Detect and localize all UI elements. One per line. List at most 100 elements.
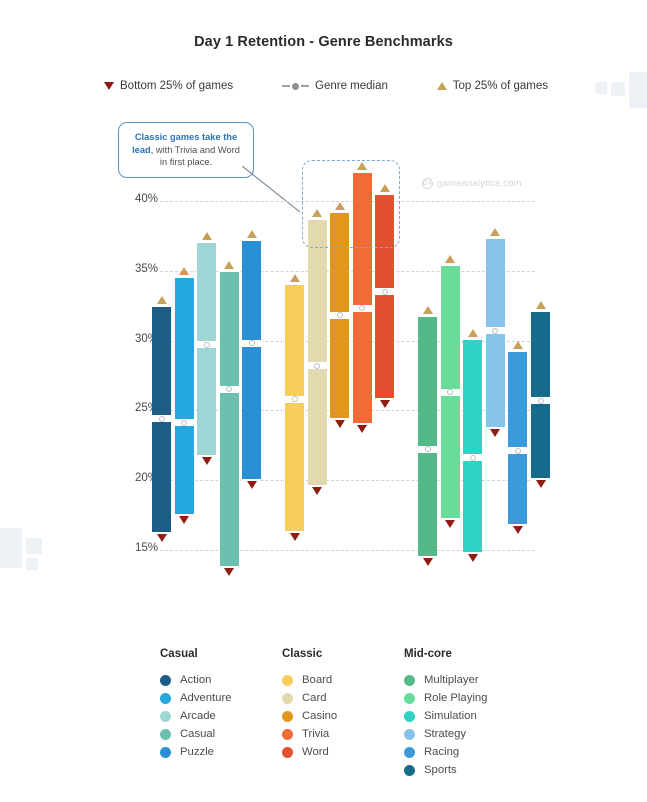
triangle-up-icon [289, 273, 300, 282]
bar-sports[interactable] [531, 308, 550, 482]
watermark-badge-icon: GA [422, 178, 433, 189]
y-axis-tick-label: 15% [134, 542, 158, 554]
triangle-down-icon [422, 557, 433, 566]
bar-top-plate [307, 216, 327, 221]
median-marker-icon [282, 82, 309, 90]
triangle-up-icon [246, 230, 257, 239]
legend-item-board[interactable]: Board [282, 674, 404, 686]
bar-trivia[interactable] [352, 168, 372, 428]
triangle-up-icon [422, 305, 433, 314]
key-bottom-label: Bottom 25% of games [120, 80, 234, 92]
legend-column-casual: Casual Action Adventure Arcade Casual Puzzle [160, 648, 282, 782]
triangle-up-icon [512, 340, 523, 349]
y-axis-tick-label: 35% [134, 262, 158, 275]
legend-swatch-icon [282, 728, 293, 740]
legend-item-trivia[interactable]: Trivia [282, 728, 404, 740]
legend-item-role-playing[interactable]: Role Playing [404, 692, 526, 704]
legend-item-word[interactable]: Word [282, 746, 404, 758]
legend-item-label: Role Playing [424, 692, 488, 704]
legend-item-strategy[interactable]: Strategy [404, 728, 526, 740]
legend-swatch-icon [160, 674, 171, 686]
triangle-up-icon [201, 231, 212, 240]
legend-swatch-icon [404, 692, 415, 704]
legend-item-action[interactable]: Action [160, 674, 282, 686]
bar-top-plate [219, 268, 239, 272]
legend-item-racing[interactable]: Racing [404, 746, 526, 758]
triangle-down-icon [246, 480, 257, 489]
bar-top-plate [152, 302, 171, 307]
triangle-up-icon [535, 301, 546, 310]
median-marker [172, 419, 196, 427]
triangle-up-icon [379, 184, 390, 193]
triangle-down-icon [334, 419, 345, 428]
legend-swatch-icon [282, 746, 293, 758]
bar-racing[interactable] [508, 347, 528, 528]
triangle-down-icon [179, 515, 190, 524]
bar-top-plate [418, 312, 437, 317]
watermark: GA gameanalytics.com [422, 178, 522, 189]
legend-item-card[interactable]: Card [282, 692, 404, 704]
gridline [160, 480, 535, 482]
y-axis-tick-label: 40% [134, 193, 158, 205]
bar-top-plate [242, 237, 262, 242]
legend-item-casual[interactable]: Casual [160, 728, 282, 740]
annotation-callout: Classic games take the lead, with Trivia… [118, 122, 254, 178]
triangle-down-icon [535, 479, 546, 488]
triangle-up-icon [334, 202, 345, 211]
triangle-up-icon [490, 227, 501, 236]
decoration-block-top-right-2 [611, 82, 625, 96]
median-marker [350, 304, 374, 312]
legend-item-label: Card [302, 692, 327, 704]
legend-item-multiplayer[interactable]: Multiplayer [404, 674, 526, 686]
legend-item-arcade[interactable]: Arcade [160, 710, 282, 722]
bar-adventure[interactable] [174, 273, 194, 518]
triangle-down-icon [379, 400, 390, 409]
key-top-quartile: Top 25% of games [436, 80, 548, 92]
bar-board[interactable] [285, 280, 304, 535]
bar-casual[interactable] [219, 268, 239, 570]
bar-card[interactable] [307, 216, 327, 489]
bar-puzzle[interactable] [242, 237, 262, 483]
legend-swatch-icon [404, 710, 415, 722]
triangle-down-icon [201, 457, 212, 466]
triangle-up-icon [224, 261, 235, 269]
median-marker [305, 362, 329, 370]
chart-title: Day 1 Retention - Genre Benchmarks [194, 34, 453, 50]
decoration-block-top-right-1 [629, 72, 647, 108]
legend-item-label: Arcade [180, 710, 216, 722]
watermark-text: gameanalytics.com [437, 178, 522, 189]
triangle-down-icon [312, 486, 323, 495]
bar-simulation[interactable] [463, 336, 483, 556]
triangle-down-icon [357, 425, 368, 434]
triangle-down-icon [156, 534, 167, 543]
triangle-down-icon [490, 429, 501, 438]
legend-item-adventure[interactable]: Adventure [160, 692, 282, 704]
legend-column-classic: Classic Board Card Casino Trivia Word [282, 648, 404, 782]
bar-top-plate [440, 262, 460, 267]
median-marker [373, 288, 397, 296]
legend-item-label: Word [302, 746, 329, 758]
median-marker [150, 415, 173, 423]
triangle-down-icon [512, 525, 523, 534]
decoration-block-bottom-left-3 [26, 558, 38, 570]
bar-arcade[interactable] [197, 238, 217, 460]
legend-item-casino[interactable]: Casino [282, 710, 404, 722]
bar-top-plate [508, 347, 528, 352]
legend-swatch-icon [282, 692, 293, 704]
legend-swatch-icon [282, 710, 293, 722]
triangle-up-icon [445, 255, 456, 264]
legend-item-label: Sports [424, 764, 457, 776]
legend-item-puzzle[interactable]: Puzzle [160, 746, 282, 758]
legend-item-label: Board [302, 674, 333, 686]
triangle-down-icon [104, 82, 114, 90]
category-legend: Casual Action Adventure Arcade Casual Puzzle C… [160, 648, 560, 782]
legend-swatch-icon [404, 728, 415, 740]
legend-item-label: Racing [424, 746, 460, 758]
key-top-label: Top 25% of games [452, 80, 548, 92]
legend-item-simulation[interactable]: Simulation [404, 710, 526, 722]
legend-item-sports[interactable]: Sports [404, 764, 526, 776]
bar-multiplayer[interactable] [418, 312, 437, 560]
bar-word[interactable] [375, 191, 395, 402]
median-marker [195, 341, 219, 349]
legend-group-title: Classic [282, 648, 323, 660]
